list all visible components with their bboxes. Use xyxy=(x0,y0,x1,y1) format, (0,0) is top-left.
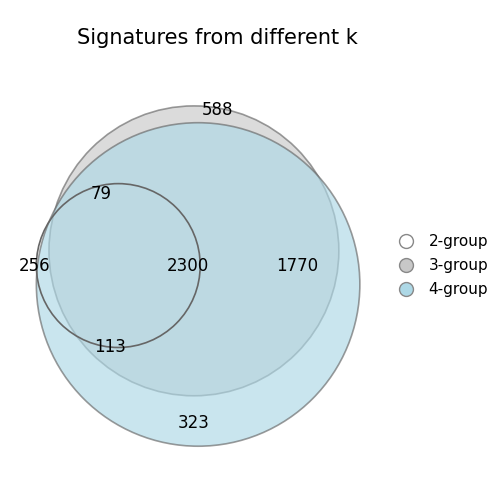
Circle shape xyxy=(49,106,339,396)
Text: 323: 323 xyxy=(178,414,210,432)
Text: 79: 79 xyxy=(91,185,112,203)
Legend: 2-group, 3-group, 4-group: 2-group, 3-group, 4-group xyxy=(385,228,494,303)
Text: 256: 256 xyxy=(19,257,50,275)
Text: 588: 588 xyxy=(201,101,233,119)
Text: 1770: 1770 xyxy=(276,257,318,275)
Title: Signatures from different k: Signatures from different k xyxy=(77,28,357,48)
Text: 113: 113 xyxy=(94,339,126,356)
Text: 2300: 2300 xyxy=(166,257,209,275)
Circle shape xyxy=(36,122,360,446)
